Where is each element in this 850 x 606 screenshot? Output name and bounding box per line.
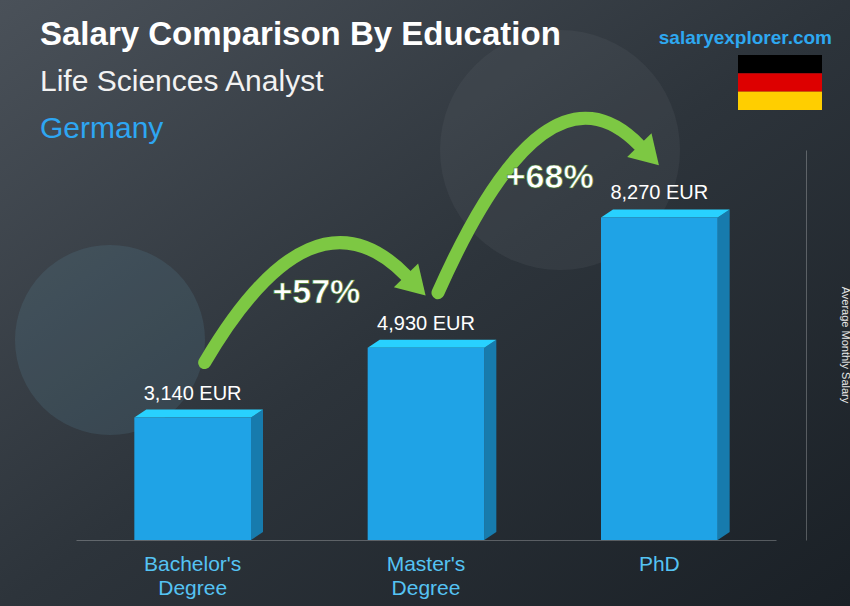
background-blur [15, 245, 205, 435]
subtitle: Life Sciences Analyst [40, 64, 324, 97]
x-tick-label: PhD [639, 552, 680, 575]
x-axis-line [77, 540, 777, 541]
title: Salary Comparison By Education [40, 15, 561, 52]
y-axis-title: Average Monthly Salary [840, 287, 850, 404]
flag-stripe [738, 73, 822, 91]
flag-stripe [738, 55, 822, 73]
x-tick-label-line: Master's [387, 552, 466, 575]
annotation: +57% [272, 272, 360, 310]
bar-side [718, 209, 730, 540]
data-label: 3,140 EUR [144, 382, 242, 404]
x-tick-label-line: Degree [158, 576, 227, 599]
x-tick-label: Bachelor'sDegree [144, 552, 241, 599]
y-axis-line [806, 151, 807, 541]
bar-top [368, 340, 497, 348]
bar [601, 217, 718, 540]
chart-svg: Bachelor'sDegreeMaster'sDegreePhDAverage… [0, 0, 850, 606]
arrow-head [394, 264, 426, 296]
bar-side [251, 410, 263, 540]
x-axis: Bachelor'sDegreeMaster'sDegreePhD [77, 541, 777, 600]
bar-top [134, 410, 263, 418]
background [0, 0, 850, 606]
x-tick: PhD [639, 552, 680, 575]
x-tick: Bachelor'sDegree [144, 552, 241, 599]
flag-stripe [738, 92, 822, 110]
source: salaryexplorer.com [659, 27, 832, 48]
x-tick: Master'sDegree [387, 552, 466, 599]
arrow [205, 243, 406, 363]
bar-side [484, 340, 496, 540]
annotation: +68% [506, 157, 594, 195]
bars [134, 209, 729, 540]
bar-top [601, 209, 730, 217]
x-tick-label-line: Bachelor's [144, 552, 241, 575]
arrow-head [627, 133, 659, 165]
arrow [438, 118, 639, 293]
bar [368, 348, 485, 540]
flag [738, 55, 822, 110]
x-tick-label-line: Degree [392, 576, 461, 599]
country: Germany [40, 111, 163, 144]
x-tick-label: Master'sDegree [387, 552, 466, 599]
x-tick-label-line: PhD [639, 552, 680, 575]
data-label: 4,930 EUR [377, 312, 475, 334]
data-label: 8,270 EUR [610, 181, 708, 203]
y-axis [806, 151, 807, 541]
bar [134, 418, 251, 540]
